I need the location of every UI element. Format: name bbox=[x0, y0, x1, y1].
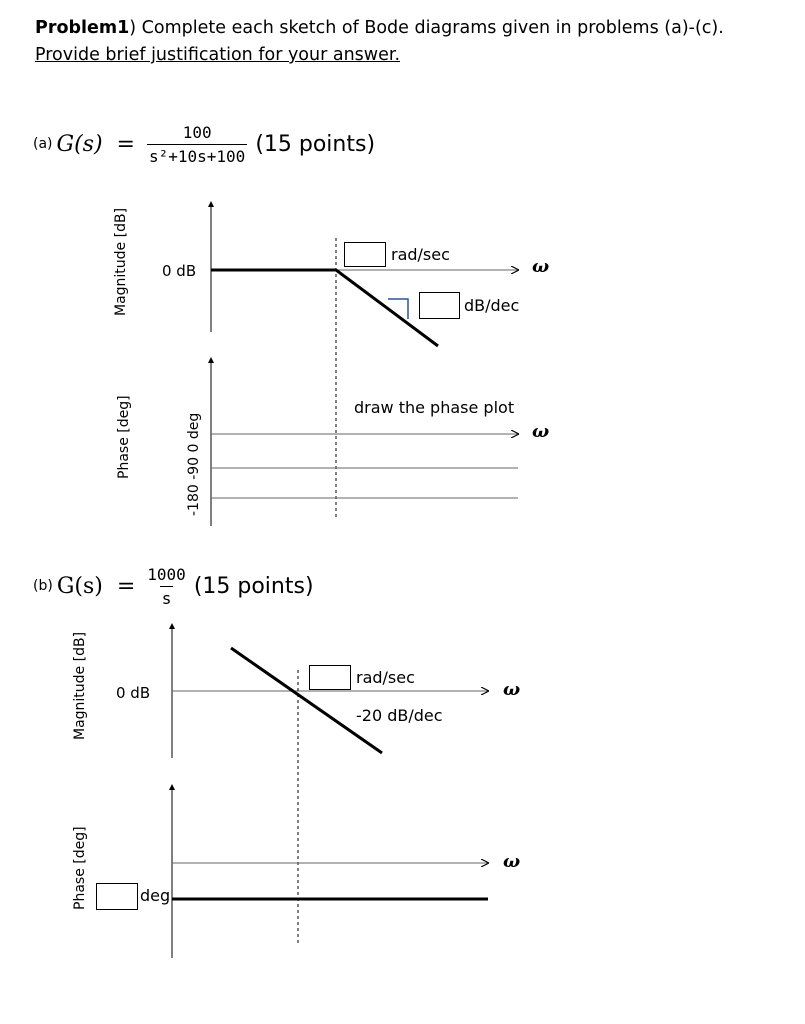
b-mag-slope-line bbox=[230, 646, 383, 755]
part-a-fraction: 100 s²+10s+100 bbox=[146, 122, 248, 166]
a-mag-slope-asymptote bbox=[335, 268, 439, 348]
a-slope-mark bbox=[388, 298, 409, 319]
a-phase-tick-labels: -180 -90 0 deg bbox=[186, 412, 202, 516]
b-slope-label: -20 dB/dec bbox=[356, 706, 443, 725]
problem-instruction: ) Complete each sketch of Bode diagrams … bbox=[129, 18, 724, 38]
a-mag-ylabel: Magnitude [dB] bbox=[113, 207, 129, 316]
part-b-lhs: G(s) bbox=[56, 573, 103, 599]
b-phase-value-box[interactable] bbox=[96, 883, 138, 910]
b-phase-ylabel: Phase [deg] bbox=[72, 826, 88, 910]
b-phase-unit: deg bbox=[140, 886, 171, 905]
part-b-points: (15 points) bbox=[193, 573, 314, 599]
part-a-points: (15 points) bbox=[255, 131, 376, 157]
b-mag-ylabel: Magnitude [dB] bbox=[72, 631, 88, 740]
part-a-lhs: G(s) bbox=[56, 131, 103, 157]
a-phase-omega: ω bbox=[532, 421, 550, 442]
a-phase-instruction: draw the phase plot bbox=[354, 398, 515, 417]
problem-label: Problem1 bbox=[35, 18, 130, 38]
part-a-equation: (a) G(s) = 100 s²+10s+100 (15 points) bbox=[33, 118, 375, 170]
a-mag-omega: ω bbox=[532, 256, 550, 277]
part-a-numerator: 100 bbox=[182, 122, 212, 142]
a-zero-db-label: 0 dB bbox=[162, 262, 197, 280]
b-corner-unit: rad/sec bbox=[356, 668, 415, 687]
a-phase-ylabel: Phase [deg] bbox=[116, 395, 132, 479]
part-b-equals: = bbox=[116, 573, 136, 599]
b-phase-omega: ω bbox=[503, 851, 521, 872]
a-corner-frequency-box[interactable] bbox=[344, 242, 386, 267]
b-crossover-frequency-box[interactable] bbox=[309, 665, 351, 690]
part-b-numerator: 1000 bbox=[147, 564, 186, 584]
part-b-denominator: s bbox=[159, 585, 174, 608]
a-corner-unit: rad/sec bbox=[391, 245, 450, 264]
part-a-label: (a) bbox=[33, 136, 53, 152]
problem-justification: Provide brief justification for your ans… bbox=[35, 45, 401, 65]
part-b-fraction: 1000 s bbox=[145, 565, 188, 608]
problem-title: Problem1) Complete each sketch of Bode d… bbox=[35, 18, 724, 38]
a-slope-box[interactable] bbox=[419, 292, 460, 319]
part-a-denominator: s²+10s+100 bbox=[146, 143, 248, 166]
part-a-equals: = bbox=[116, 131, 135, 157]
b-mag-omega: ω bbox=[503, 679, 521, 700]
b-zero-db-label: 0 dB bbox=[116, 684, 151, 702]
part-b-label: (b) bbox=[33, 578, 53, 594]
a-slope-unit: dB/dec bbox=[464, 296, 520, 315]
part-b-equation: (b) G(s) = 1000 s (15 points) bbox=[33, 561, 314, 611]
